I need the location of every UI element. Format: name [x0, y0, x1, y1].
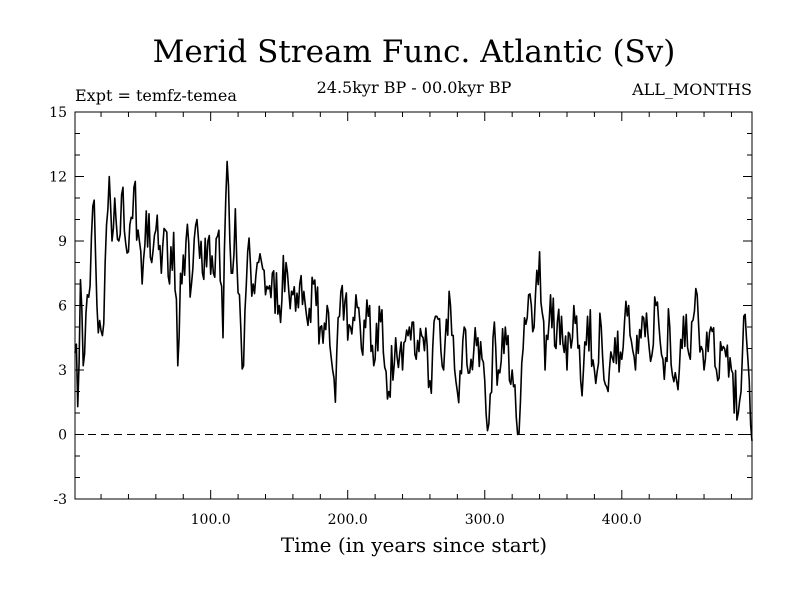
series-line — [74, 160, 753, 442]
period-label: 24.5kyr BP - 00.0kyr BP — [317, 78, 512, 97]
chart-title: Merid Stream Func. Atlantic (Sv) — [153, 34, 676, 70]
x-tick-label: 300.0 — [465, 512, 505, 528]
y-tick-label: 15 — [49, 105, 67, 121]
y-axis: -3 0 3 6 9 12 15 — [49, 105, 752, 508]
y-tick-label: 9 — [58, 234, 67, 250]
y-tick-label: 3 — [58, 363, 67, 379]
y-tick-label: 0 — [58, 428, 67, 444]
x-tick-label: 100.0 — [191, 512, 231, 528]
x-tick-label: 400.0 — [602, 512, 642, 528]
x-axis: 100.0 200.0 300.0 400.0 — [100, 112, 732, 528]
x-axis-label: Time (in years since start) — [281, 533, 547, 557]
x-tick-label: 200.0 — [328, 512, 368, 528]
expt-label: Expt = temfz-temea — [75, 86, 237, 105]
y-tick-label: 12 — [49, 170, 67, 186]
y-tick-label: -3 — [53, 492, 67, 508]
months-label: ALL_MONTHS — [631, 80, 752, 99]
y-tick-label: 6 — [58, 299, 67, 315]
